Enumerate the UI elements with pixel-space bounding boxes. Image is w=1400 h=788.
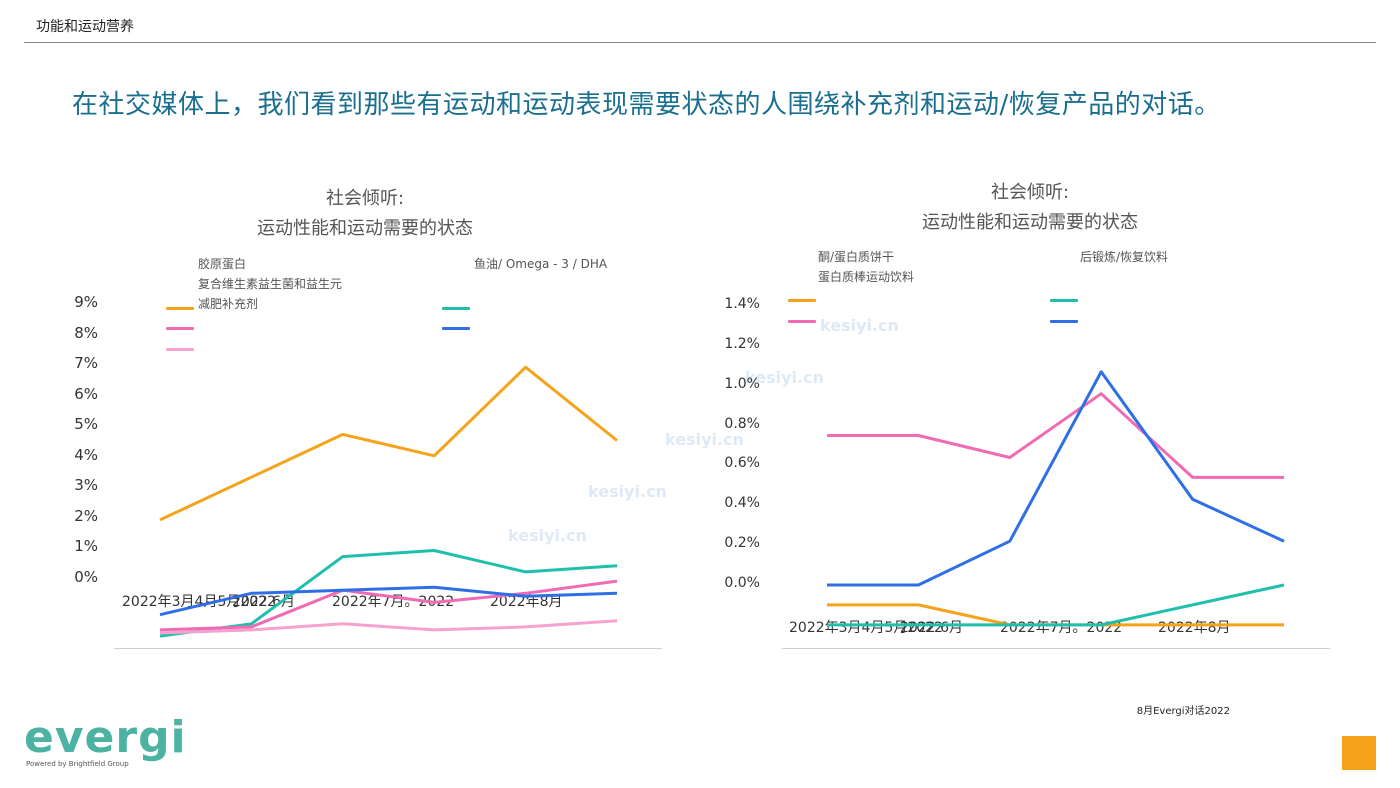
y-tick-label: 1.0% xyxy=(724,375,760,392)
right-legend-left: 酮/蛋白质饼干 蛋白质棒运动饮料 xyxy=(818,247,914,287)
y-tick-label: 1% xyxy=(74,537,98,556)
header-divider xyxy=(24,42,1376,43)
legend-label: 复合维生素益生菌和益生元 xyxy=(198,277,343,291)
legend-swatch-orange xyxy=(166,307,194,310)
y-tick-label: 0.2% xyxy=(724,535,760,552)
left-legend-right: 鱼油/ Omega - 3 / DHA xyxy=(474,254,607,274)
watermark-1: kesiyi.cn xyxy=(820,316,899,335)
logo-wordmark: evergi xyxy=(24,712,187,763)
y-tick-label: 1.4% xyxy=(724,296,760,312)
y-tick-label: 7% xyxy=(74,354,98,373)
legend-label: 鱼油/ Omega - 3 / DHA xyxy=(474,257,608,271)
series-line-2 xyxy=(827,583,1285,627)
series-line-4 xyxy=(159,619,618,635)
y-tick-label: 8% xyxy=(74,323,98,342)
legend-label: 后锻炼/恢复饮料 xyxy=(1080,250,1169,264)
legend-swatch-pink xyxy=(788,320,816,323)
y-tick-label: 6% xyxy=(74,384,98,403)
legend-label: 蛋白质棒运动饮料 xyxy=(818,270,915,284)
x-tick-label: 2022年7月。2022 xyxy=(332,594,455,610)
left-chart-baseline xyxy=(114,648,662,649)
series-line-3 xyxy=(159,585,618,617)
right-chart-title-line2: 运动性能和运动需要的状态 xyxy=(922,212,1138,233)
series-line-2 xyxy=(159,579,618,632)
x-tick-label: 2022 6月 xyxy=(232,594,295,610)
logo-tagline: Powered by Brightfield Group xyxy=(26,760,129,768)
left-chart-title-line1: 社会倾听: xyxy=(325,188,405,209)
watermark-2: kesiyi.cn xyxy=(745,368,824,387)
y-tick-label: 9% xyxy=(74,293,98,311)
left-chart-title-line2: 运动性能和运动需要的状态 xyxy=(257,218,473,239)
legend-label: 减肥补充剂 xyxy=(198,297,259,311)
corner-accent xyxy=(1342,736,1376,770)
watermark-3: kesiyi.cn xyxy=(665,430,744,449)
y-tick-label: 3% xyxy=(74,476,98,495)
left-chart-title: 社会倾听: 运动性能和运动需要的状态 xyxy=(230,184,500,244)
series-line-1 xyxy=(159,549,618,638)
series-line-0 xyxy=(827,603,1284,627)
left-legend-left: 胶原蛋白 复合维生素益生菌和益生元 减肥补充剂 xyxy=(198,254,342,314)
evergi-logo: evergi Powered by Brightfield Group xyxy=(24,712,187,769)
y-tick-label: 0.4% xyxy=(724,495,760,512)
legend-label: 酮/蛋白质饼干 xyxy=(818,250,895,264)
legend-swatch-teal xyxy=(442,307,470,310)
y-tick-label: 2% xyxy=(74,506,98,525)
legend-swatch-blue xyxy=(442,327,470,330)
legend-swatch-teal xyxy=(1050,299,1078,302)
legend-swatch-blue xyxy=(1050,320,1078,323)
y-tick-label: 4% xyxy=(74,445,98,464)
series-line-1 xyxy=(827,392,1284,479)
y-tick-label: 0% xyxy=(74,568,98,586)
right-chart-title-line1: 社会倾听: xyxy=(990,182,1070,203)
series-line-0 xyxy=(159,365,618,522)
legend-swatch-light-pink xyxy=(166,348,194,351)
legend-swatch-pink xyxy=(166,327,194,330)
right-chart-baseline xyxy=(782,648,1330,649)
watermark-5: kesiyi.cn xyxy=(508,526,587,545)
right-legend-right: 后锻炼/恢复饮料 xyxy=(1080,247,1168,267)
legend-label: 胶原蛋白 xyxy=(198,257,247,271)
footer-note: 8月Evergi对话2022 xyxy=(1136,706,1230,717)
y-tick-label: 5% xyxy=(74,415,98,434)
watermark-4: kesiyi.cn xyxy=(588,482,667,501)
y-tick-label: 0.8% xyxy=(724,415,760,432)
y-tick-label: 0.6% xyxy=(724,455,760,472)
section-label: 功能和运动营养 xyxy=(36,19,134,35)
x-tick-label: 2022年8月 xyxy=(490,594,563,610)
legend-swatch-orange xyxy=(788,299,816,302)
y-tick-label: 0.0% xyxy=(724,575,760,591)
page-headline: 在社交媒体上，我们看到那些有运动和运动表现需要状态的人围绕补充剂和运动/恢复产品… xyxy=(72,90,1221,120)
y-tick-label: 1.2% xyxy=(724,335,760,352)
series-line-3 xyxy=(827,370,1285,587)
right-chart-title: 社会倾听: 运动性能和运动需要的状态 xyxy=(900,178,1160,238)
